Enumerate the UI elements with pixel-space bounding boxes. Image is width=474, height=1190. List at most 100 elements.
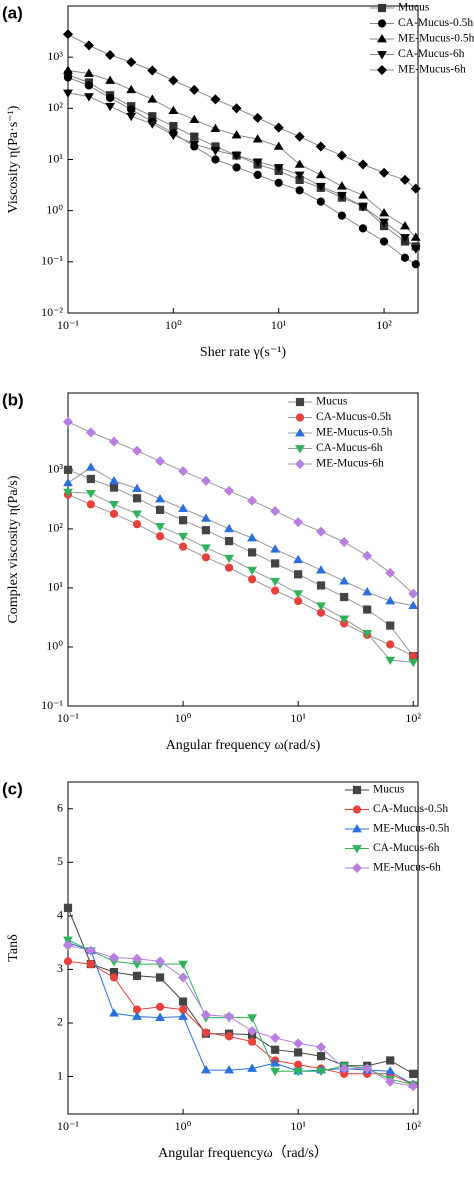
marker xyxy=(224,537,234,546)
marker xyxy=(224,554,234,564)
marker xyxy=(400,253,410,262)
marker xyxy=(155,523,165,532)
marker xyxy=(362,550,373,561)
legend-label: ME-Mucus-6h xyxy=(316,458,384,470)
marker xyxy=(108,952,120,963)
x-tick-label: 10¹ xyxy=(290,1119,306,1133)
marker xyxy=(224,563,234,572)
marker xyxy=(155,1002,165,1012)
marker xyxy=(132,483,142,492)
marker xyxy=(294,131,305,142)
marker xyxy=(224,1011,235,1022)
legend-marker xyxy=(377,51,387,60)
legend-marker xyxy=(351,862,363,874)
marker xyxy=(339,536,350,547)
marker xyxy=(270,1067,281,1077)
marker xyxy=(178,532,189,542)
marker xyxy=(379,237,389,246)
marker xyxy=(410,183,421,194)
marker xyxy=(362,630,373,639)
legend-label: Mucus xyxy=(316,396,348,408)
marker xyxy=(178,960,189,970)
marker xyxy=(411,260,420,269)
x-tick-label: 10⁰ xyxy=(175,711,192,725)
y-tick-label: 10⁻¹ xyxy=(41,254,63,268)
marker xyxy=(224,523,234,533)
marker xyxy=(294,1048,303,1057)
x-tick-label: 10⁻¹ xyxy=(57,318,79,332)
marker xyxy=(271,1045,280,1054)
marker xyxy=(293,1038,304,1049)
marker xyxy=(247,1063,258,1072)
marker xyxy=(252,112,263,123)
marker xyxy=(357,159,369,170)
y-tick-label: 10² xyxy=(47,521,63,535)
marker xyxy=(178,1011,189,1020)
marker xyxy=(109,509,119,518)
marker xyxy=(109,475,119,485)
marker xyxy=(379,167,390,178)
marker xyxy=(63,65,73,74)
marker xyxy=(386,621,395,630)
legend-label: CA-Mucus-0.5h xyxy=(373,803,448,815)
marker xyxy=(132,520,142,529)
chart-panel: (b) 10⁻¹ 10⁰ 10¹ 10² 10⁻¹ 10⁰ 10¹ 10² 10³ Angular … xyxy=(2,390,421,753)
panel-label: (c) xyxy=(2,779,23,798)
marker xyxy=(127,105,136,114)
marker xyxy=(62,29,74,40)
marker xyxy=(231,130,242,139)
marker xyxy=(84,93,94,102)
panel-label: (b) xyxy=(2,390,24,409)
marker xyxy=(190,132,199,141)
y-tick-label: 10⁰ xyxy=(46,639,63,653)
marker xyxy=(201,1065,211,1074)
marker xyxy=(410,245,421,254)
marker xyxy=(201,553,211,562)
marker xyxy=(315,526,327,537)
marker xyxy=(316,1052,326,1061)
marker xyxy=(231,103,242,114)
marker xyxy=(178,466,189,477)
marker xyxy=(189,140,200,150)
marker xyxy=(200,1009,211,1020)
marker xyxy=(132,445,143,456)
x-axis-label: Angular frequencyω（rad/s） xyxy=(158,1145,328,1161)
marker xyxy=(274,178,283,187)
y-tick-label: 10⁻² xyxy=(41,305,63,319)
marker xyxy=(273,122,284,133)
marker xyxy=(147,120,158,129)
marker xyxy=(210,147,221,156)
marker xyxy=(248,575,257,584)
marker xyxy=(270,1058,281,1067)
marker xyxy=(84,81,94,90)
marker xyxy=(293,554,304,564)
series-line xyxy=(67,77,417,265)
legend-label: CA-Mucus-6h xyxy=(316,442,383,454)
legend-label: CA-Mucus-0.5h xyxy=(316,411,391,423)
marker xyxy=(408,600,419,610)
series-line xyxy=(67,907,414,1075)
legend-marker xyxy=(295,428,305,437)
legend-label: ME-Mucus-0.5h xyxy=(398,33,474,45)
marker xyxy=(63,957,73,966)
legend-marker xyxy=(295,413,305,422)
marker xyxy=(270,577,281,587)
marker xyxy=(358,190,368,199)
marker xyxy=(253,170,262,180)
marker xyxy=(200,475,211,486)
marker xyxy=(86,959,95,969)
marker xyxy=(386,640,395,649)
x-tick-label: 10⁻¹ xyxy=(57,1119,79,1133)
marker xyxy=(168,105,179,115)
marker xyxy=(132,494,142,503)
x-tick-label: 10² xyxy=(405,711,421,725)
marker xyxy=(293,1067,304,1077)
marker xyxy=(178,542,188,551)
marker xyxy=(62,940,74,951)
marker xyxy=(155,1012,165,1021)
marker xyxy=(106,93,115,102)
marker xyxy=(126,112,137,122)
marker xyxy=(201,526,211,535)
marker xyxy=(85,489,96,499)
legend-label: CA-Mucus-6h xyxy=(373,842,440,854)
